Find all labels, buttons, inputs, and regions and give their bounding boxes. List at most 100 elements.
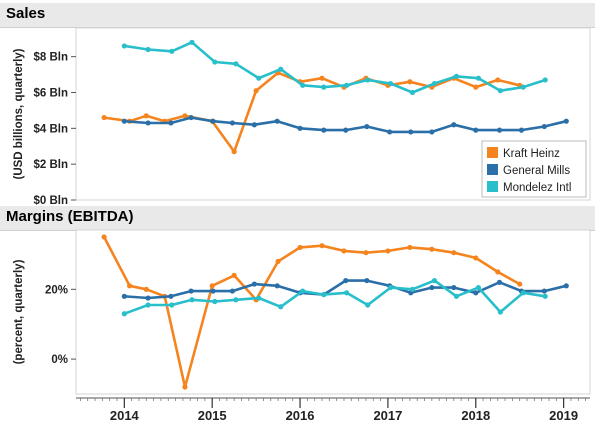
margins-data-point-general-mills xyxy=(563,283,569,289)
sales-data-point-mondelez-intl xyxy=(256,75,262,81)
sales-data-point-mondelez-intl xyxy=(497,88,503,94)
margins-y-axis-title: (percent, quarterly) xyxy=(13,259,25,364)
margins-data-point-general-mills xyxy=(364,277,370,284)
sales-data-point-general-mills xyxy=(229,120,235,126)
margins-data-point-mondelez-intl xyxy=(520,290,526,296)
sales-y-tick-label: $4 Bln xyxy=(33,123,68,135)
margins-data-point-general-mills xyxy=(473,290,479,296)
sales-data-point-kraft-heinz xyxy=(495,77,501,83)
sales-data-point-mondelez-intl xyxy=(212,59,218,65)
sales-data-point-mondelez-intl xyxy=(520,84,526,90)
sales-data-point-general-mills xyxy=(387,129,393,135)
margins-plot-area xyxy=(75,229,591,395)
sales-data-point-general-mills xyxy=(121,118,127,124)
legend-swatch-general-mills xyxy=(487,164,498,175)
sales-data-point-general-mills xyxy=(451,122,457,128)
sales-data-point-mondelez-intl xyxy=(278,66,284,72)
sales-data-point-mondelez-intl xyxy=(344,82,350,88)
sales-data-point-mondelez-intl xyxy=(387,80,394,87)
sales-data-point-mondelez-intl xyxy=(542,77,548,83)
sales-data-point-mondelez-intl xyxy=(321,84,327,90)
margins-data-point-general-mills xyxy=(145,295,151,301)
sales-data-point-general-mills xyxy=(518,127,525,133)
legend-box xyxy=(481,140,587,198)
margins-panel-title: Margins (EBITDA) xyxy=(6,208,134,225)
margins-series-line-kraft-heinz xyxy=(102,235,522,389)
margins-data-point-general-mills xyxy=(451,284,457,291)
margins-data-point-kraft-heinz xyxy=(517,281,523,287)
margins-data-point-general-mills xyxy=(251,281,257,287)
sales-data-point-general-mills xyxy=(541,123,547,130)
sales-data-point-kraft-heinz xyxy=(143,113,149,119)
margins-data-point-kraft-heinz xyxy=(473,255,479,261)
margins-data-point-mondelez-intl xyxy=(212,298,218,305)
margins-data-point-mondelez-intl xyxy=(321,291,327,298)
sales-data-point-mondelez-intl xyxy=(453,73,460,79)
margins-y-tick-label: 0% xyxy=(51,354,68,366)
margins-series-line-mondelez-intl xyxy=(123,279,547,316)
margins-data-point-general-mills xyxy=(121,293,127,299)
sales-data-point-general-mills xyxy=(408,129,414,135)
sales-data-point-mondelez-intl xyxy=(409,89,416,96)
legend-label-general-mills: General Mills xyxy=(503,165,570,177)
margins-panel-header: Margins (EBITDA) xyxy=(0,206,595,231)
margins-y-tick-label: 20% xyxy=(45,284,68,296)
margins-data-point-general-mills xyxy=(496,279,503,285)
margins-data-point-kraft-heinz xyxy=(341,248,347,254)
sales-y-tick-label: $2 Bln xyxy=(33,159,68,171)
sales-data-point-general-mills xyxy=(496,127,503,133)
sales-data-point-general-mills xyxy=(274,118,280,124)
margins-data-point-mondelez-intl xyxy=(145,302,151,308)
x-tick-label: 2019 xyxy=(549,408,578,423)
sales-data-point-kraft-heinz xyxy=(407,79,413,85)
x-tick-label: 2015 xyxy=(198,408,227,423)
sales-data-point-general-mills xyxy=(473,127,479,133)
margins-data-point-mondelez-intl xyxy=(189,297,195,303)
margins-data-point-kraft-heinz xyxy=(143,286,149,292)
x-tick-label: 2014 xyxy=(110,408,140,423)
margins-data-point-mondelez-intl xyxy=(121,311,127,317)
sales-data-point-mondelez-intl xyxy=(169,48,175,54)
sales-data-point-general-mills xyxy=(145,120,151,126)
sales-y-tick-label: $8 Bln xyxy=(33,52,68,64)
margins-data-point-mondelez-intl xyxy=(365,302,371,308)
sales-data-point-kraft-heinz xyxy=(253,88,259,94)
margins-data-point-kraft-heinz xyxy=(319,243,325,249)
margins-data-point-mondelez-intl xyxy=(233,297,239,303)
sales-data-point-kraft-heinz xyxy=(182,113,188,119)
margins-data-point-kraft-heinz xyxy=(385,248,391,254)
margins-data-point-general-mills xyxy=(210,288,216,294)
margins-data-point-mondelez-intl xyxy=(278,304,284,310)
margins-data-point-mondelez-intl xyxy=(475,284,482,291)
sales-data-point-kraft-heinz xyxy=(473,84,479,90)
margins-data-point-kraft-heinz xyxy=(126,283,133,289)
margins-data-point-mondelez-intl xyxy=(497,309,503,315)
sales-data-point-mondelez-intl xyxy=(365,77,371,83)
margins-data-point-mondelez-intl xyxy=(542,293,548,299)
margins-data-point-general-mills xyxy=(229,288,235,294)
margins-data-point-kraft-heinz xyxy=(182,384,188,390)
sales-data-point-general-mills xyxy=(210,118,216,124)
margins-data-point-general-mills xyxy=(274,283,280,289)
margins-data-point-general-mills xyxy=(168,293,174,299)
margins-data-point-mondelez-intl xyxy=(387,284,394,291)
sales-y-tick-label: $6 Bln xyxy=(33,88,68,100)
margins-data-point-general-mills xyxy=(541,288,547,294)
sales-data-point-kraft-heinz xyxy=(101,114,107,121)
sales-data-point-general-mills xyxy=(429,129,435,135)
margins-data-point-kraft-heinz xyxy=(451,250,457,256)
legend-swatch-mondelez-intl xyxy=(487,181,498,192)
x-tick-label: 2017 xyxy=(373,408,402,423)
legend-label-kraft-heinz: Kraft Heinz xyxy=(503,148,560,160)
margins-data-point-general-mills xyxy=(429,284,435,291)
margins-data-point-kraft-heinz xyxy=(209,283,215,289)
sales-data-point-mondelez-intl xyxy=(300,82,306,88)
margins-data-point-mondelez-intl xyxy=(344,290,350,296)
sales-panel-title: Sales xyxy=(6,5,46,22)
sales-data-point-mondelez-intl xyxy=(145,46,151,53)
margins-data-point-general-mills xyxy=(188,288,194,294)
legend-swatch-kraft-heinz xyxy=(487,147,498,158)
margins-data-point-kraft-heinz xyxy=(275,258,281,265)
margins-data-point-kraft-heinz xyxy=(429,246,435,252)
